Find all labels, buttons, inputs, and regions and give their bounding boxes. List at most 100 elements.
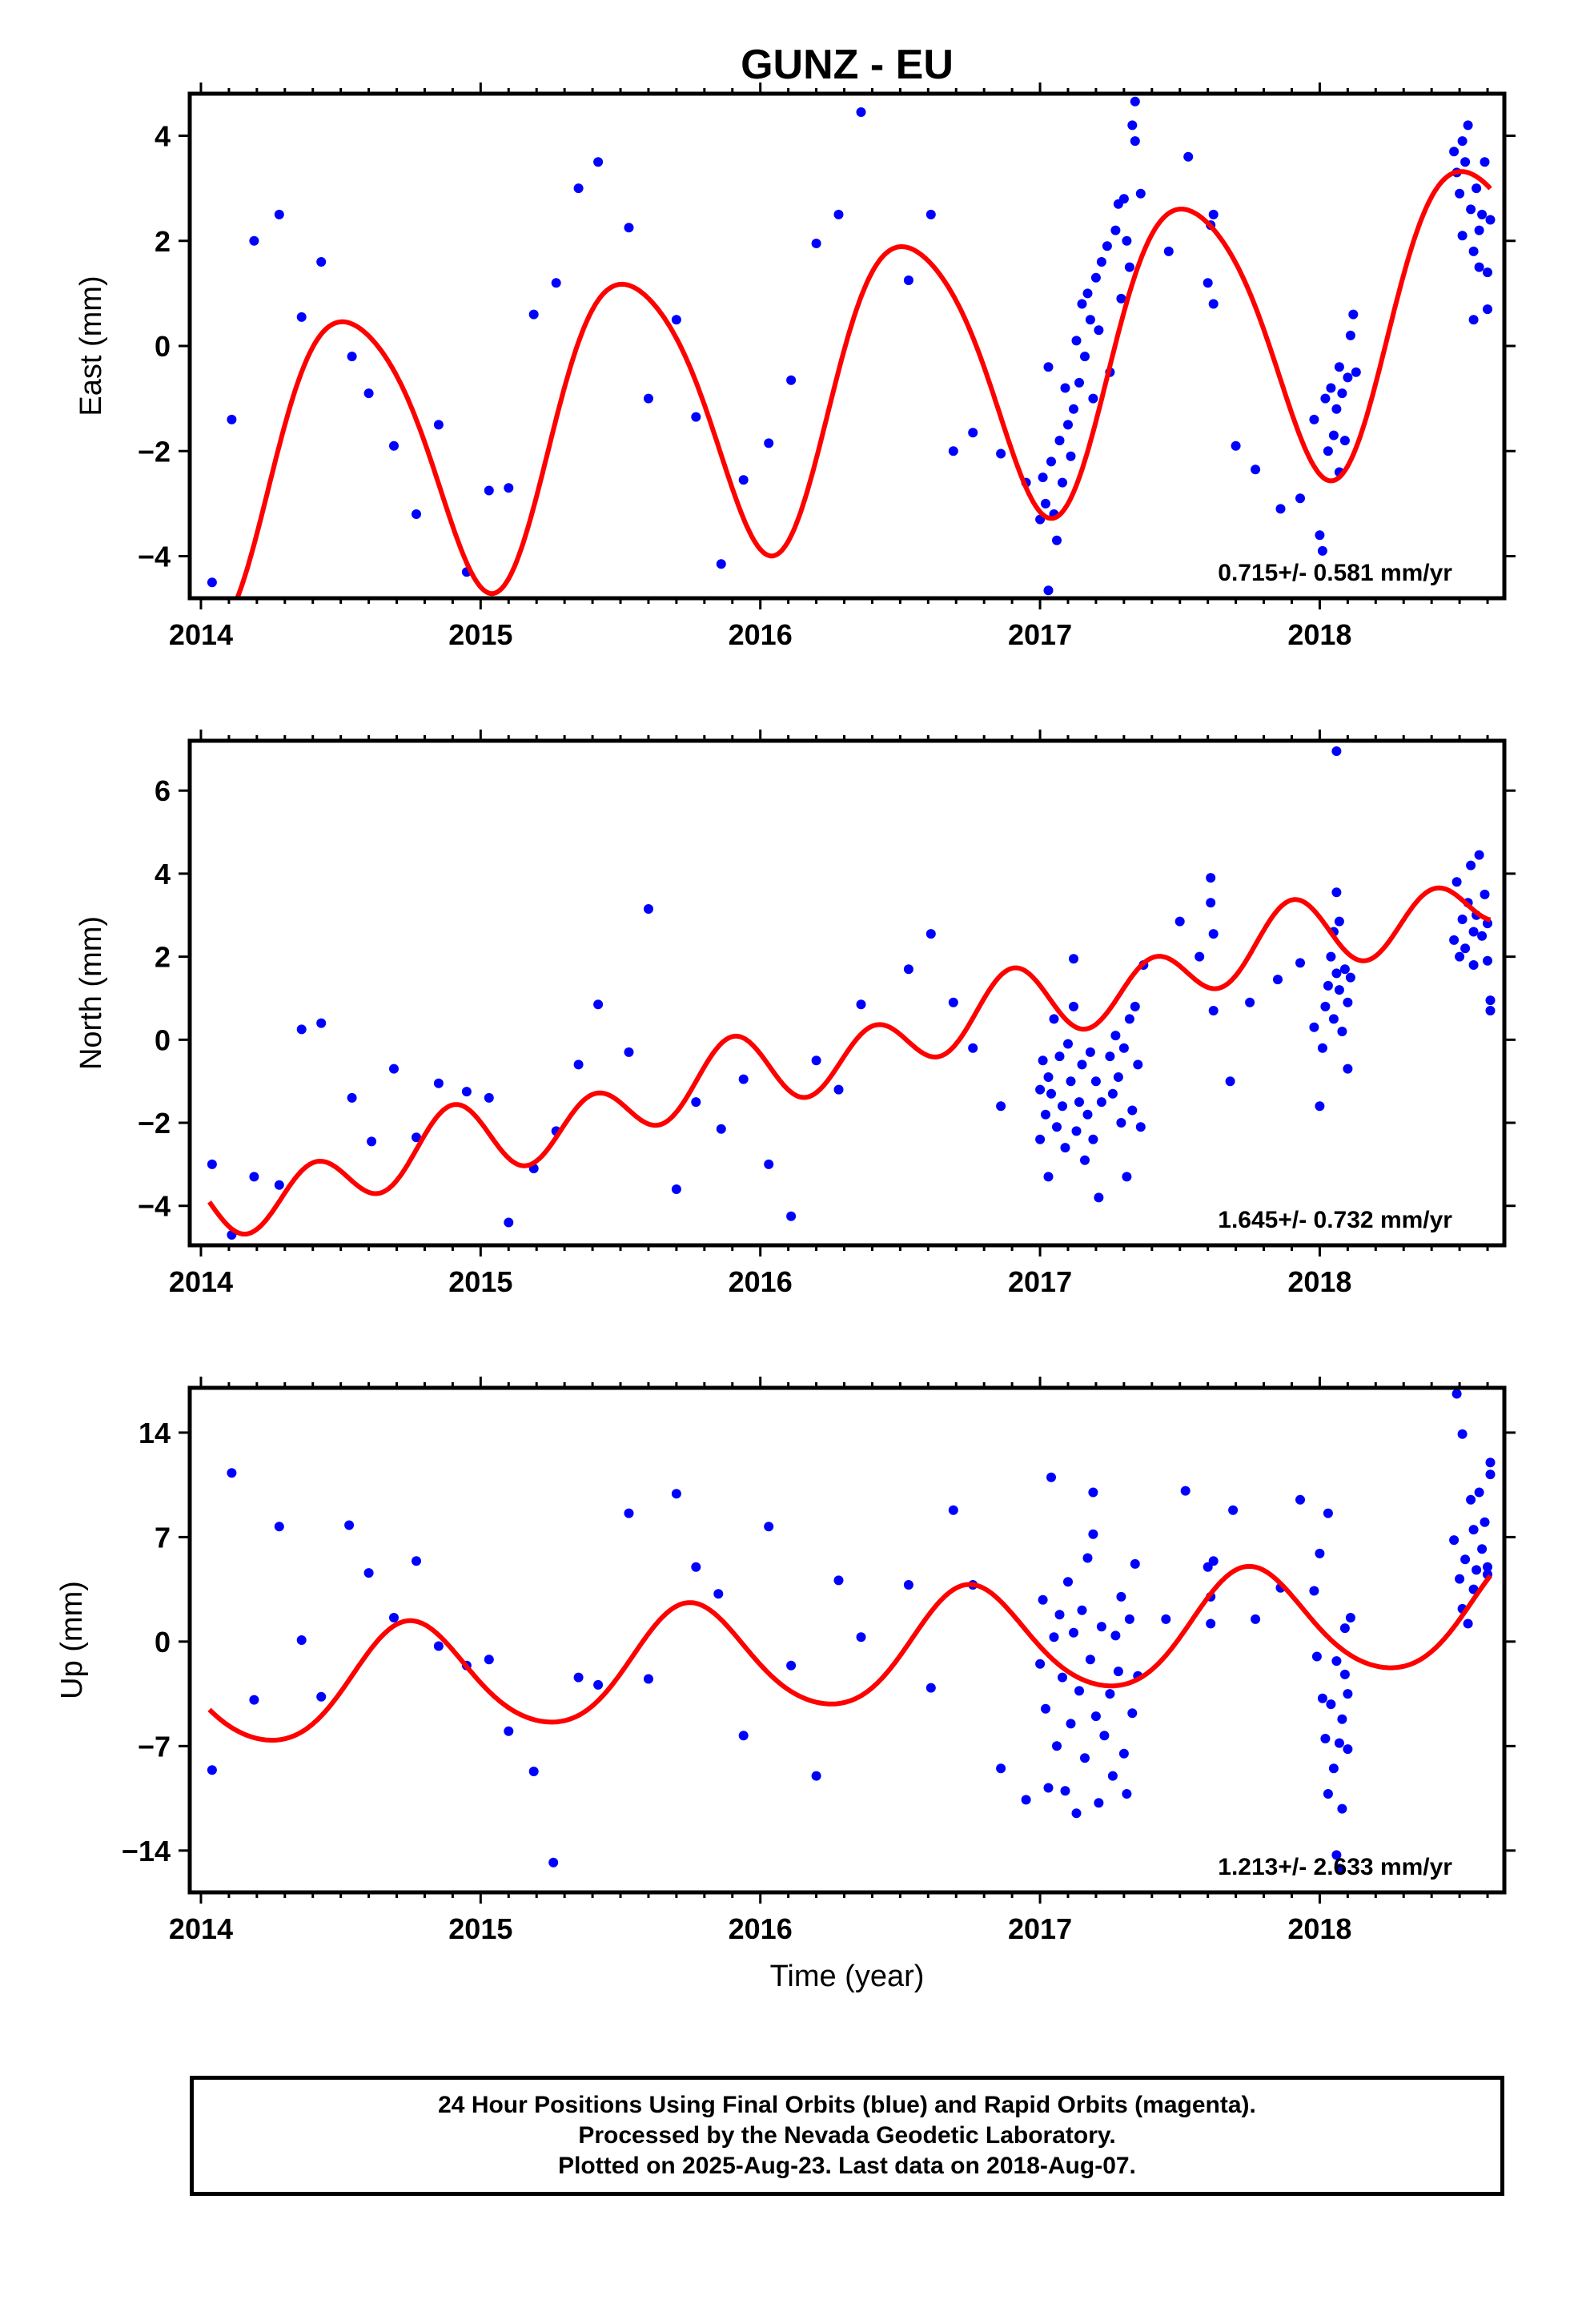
north-y-tick-label: 6 [155,774,171,807]
up-data-point [1066,1719,1076,1729]
up-data-point [1485,1470,1496,1480]
up-y-tick-label: −7 [138,1730,171,1763]
north-data-point [811,1055,821,1066]
north-data-point [249,1172,259,1182]
up-data-point [1474,1487,1484,1498]
north-data-point [1323,980,1333,991]
north-data-point [1225,1076,1235,1087]
up-panel: 2014 2015 2016 2017 2018 −14 −7 0 7 14 Up (mm) 1.21… [55,1377,1516,1945]
up-frame [187,1385,1507,1895]
east-data-point [1483,267,1492,278]
north-data-point [1339,964,1350,975]
up-data-point [1060,1786,1070,1796]
north-y-tick-label: −4 [138,1190,171,1223]
east-data-point [1102,241,1112,251]
north-x-tick-label: 2018 [1287,1265,1351,1298]
up-data-point [1043,1783,1054,1793]
north-data-point [1334,985,1344,995]
north-data-point [1074,1097,1084,1108]
north-data-point [296,1024,307,1035]
east-data-point [1080,352,1090,362]
up-data-point [1113,1667,1123,1677]
north-data-point [1122,1172,1132,1182]
east-data-point [1066,451,1076,461]
east-data-point [1331,404,1342,414]
north-data-point [1208,929,1219,939]
east-data-point [811,239,821,248]
east-y-tick-label: −4 [138,541,171,573]
up-data-point [1452,1389,1462,1399]
up-data-point [1122,1789,1132,1799]
east-data-point [1163,246,1174,256]
up-data-point [1485,1458,1496,1468]
north-data-point [573,1059,584,1070]
up-data-point [1339,1669,1350,1679]
north-data-point [1474,850,1484,860]
up-data-point [1116,1591,1126,1602]
north-data-point [786,1211,797,1221]
up-data-point [1090,1711,1101,1722]
north-data-point [1052,1122,1062,1132]
up-data-point [1228,1505,1239,1515]
north-data-point [1043,1072,1054,1082]
east-data-point [1334,362,1344,372]
north-data-point [1295,958,1305,968]
east-data-point [1038,472,1048,483]
north-data-point [274,1180,284,1190]
north-data-point [1206,873,1216,883]
north-data-point [1107,1088,1118,1099]
east-y-tick-label: 4 [155,120,171,153]
up-data-point [1161,1614,1171,1624]
east-y-tick-label: −2 [138,435,171,468]
north-data-point [389,1063,399,1074]
east-data-point [1468,315,1479,325]
east-x-tick-label: 2015 [448,618,512,651]
north-data-point [833,1084,844,1095]
east-data-point [1054,436,1065,446]
caption-line-1: 24 Hour Positions Using Final Orbits (bl… [438,2092,1256,2118]
north-rate-label: 1.645+/- 0.732 mm/yr [1218,1207,1452,1233]
up-data-point [1099,1731,1110,1741]
east-data-point [1474,225,1484,235]
north-data-point [1054,1051,1065,1062]
north-data-point [1105,1051,1115,1062]
north-data-point [1127,1105,1138,1116]
north-data-point [1130,1001,1140,1011]
up-data-point [504,1726,514,1736]
east-data-point [227,414,237,424]
up-data-point [903,1580,913,1590]
east-data-point [1041,498,1050,509]
east-data-point [1309,414,1319,424]
up-data-point [1463,1618,1473,1629]
east-data-point [207,577,217,588]
up-data-point [1052,1741,1062,1751]
north-data-point [1337,1027,1347,1036]
east-data-point [1455,188,1465,199]
north-data-point [1477,931,1488,941]
north-data-point [1094,1192,1104,1203]
north-y-tick-label: −2 [138,1107,171,1140]
up-data-point [1323,1508,1333,1518]
east-data-point [1060,383,1070,393]
up-data-point [1449,1535,1460,1546]
east-data-point [296,312,307,322]
up-data-point [1472,1565,1482,1575]
east-data-point [1468,246,1479,256]
east-data-point [1315,530,1325,541]
north-data-point [764,1159,774,1169]
north-data-point [1457,915,1468,924]
north-data-point [1082,1109,1093,1120]
up-data-point [1477,1544,1488,1554]
up-data-point [207,1765,217,1775]
north-y-tick-label: 0 [155,1023,171,1056]
north-data-point [1483,955,1492,966]
up-data-point [1127,1708,1138,1719]
north-data-point [1116,1118,1126,1128]
east-data-point [1208,299,1219,309]
east-data-point [1077,299,1087,309]
up-data-point [1337,1803,1347,1814]
up-data-point [1334,1738,1344,1748]
north-data-point [1096,1097,1106,1108]
up-data-point [948,1505,958,1515]
up-data-point [1058,1672,1067,1683]
